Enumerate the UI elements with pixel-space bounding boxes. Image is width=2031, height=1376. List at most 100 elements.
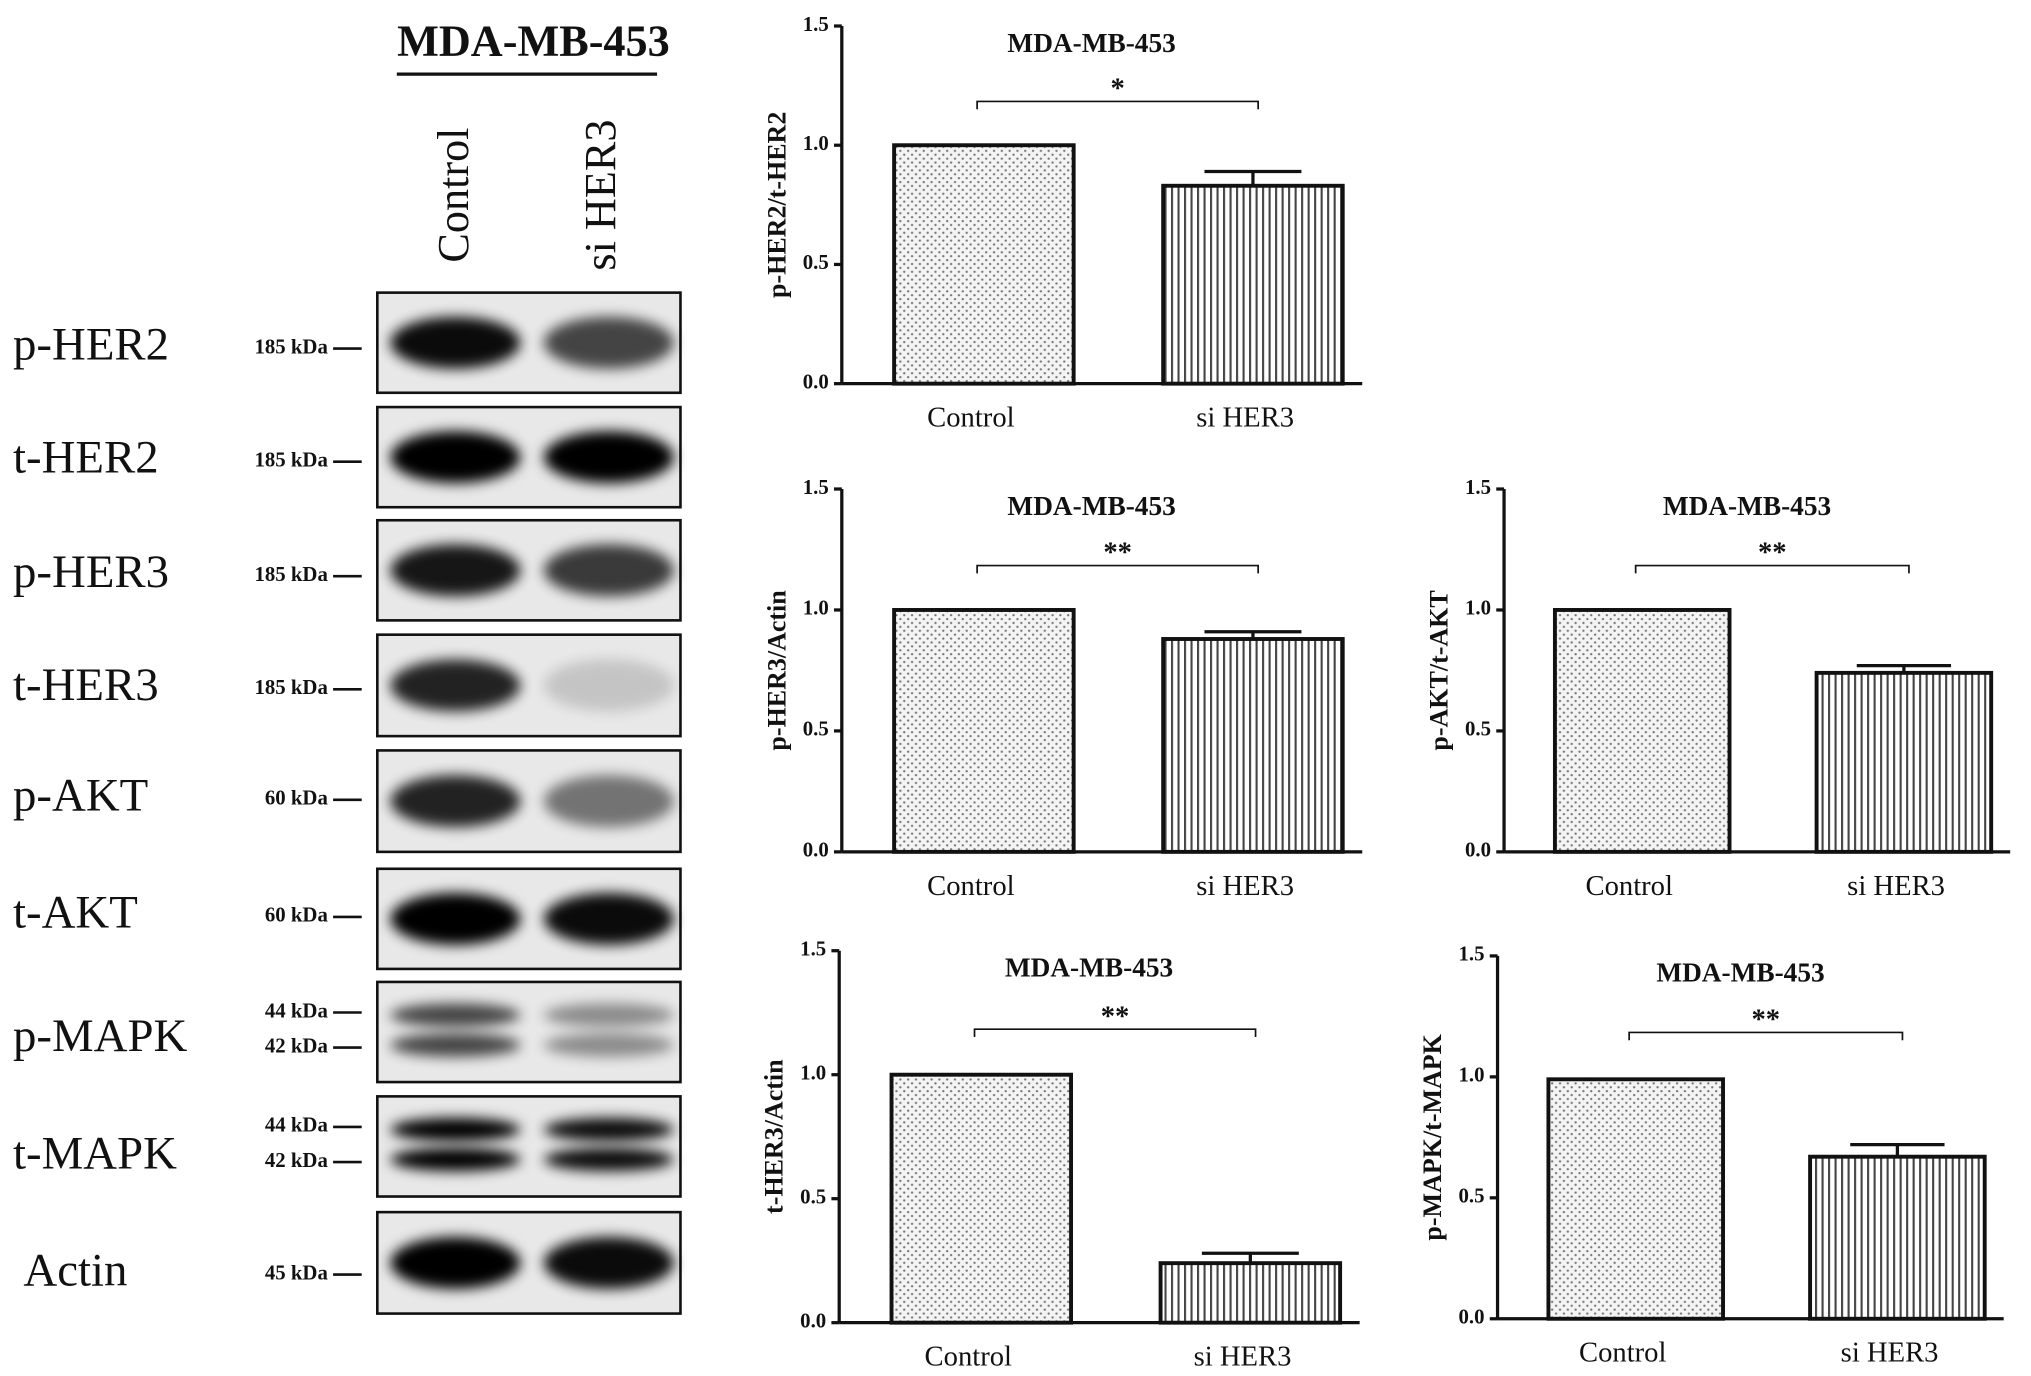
protein-label: Actin	[23, 1244, 127, 1296]
protein-label: t-MAPK	[13, 1127, 177, 1179]
protein-label: p-HER3	[13, 546, 169, 598]
significance-bracket	[1634, 564, 1910, 574]
blot-frame	[376, 1095, 682, 1198]
chart-title: MDA-MB-453	[1007, 28, 1175, 58]
x-tick-label: si HER3	[1196, 871, 1294, 902]
band	[390, 775, 521, 828]
band	[543, 431, 674, 484]
western-blot: p-HER2 185 kDa t-HER2 185 kDa p-HER3 185 kDa t…	[13, 291, 682, 1315]
kda-label: 44 kDa	[265, 998, 329, 1022]
band	[543, 775, 674, 828]
blot-frame	[376, 980, 682, 1084]
chart-title: MDA-MB-453	[1663, 491, 1831, 521]
kda-label: 185 kDa	[254, 675, 328, 699]
kda-label: 44 kDa	[265, 1113, 329, 1137]
y-tick-label: 1.0	[803, 596, 829, 620]
bar	[1552, 608, 1732, 854]
significance-bracket	[976, 100, 1259, 110]
kda-label: 60 kDa	[265, 903, 329, 927]
x-tick-label: Control	[925, 1342, 1012, 1373]
significance-label: **	[1751, 1005, 1780, 1036]
y-tick-label: 0.0	[1459, 1305, 1485, 1329]
charts: MDA-MB-453 p-HER2/t-HER2 0.0 0.5 1.0 1.5 Contr…	[760, 12, 2011, 1373]
bar	[1814, 670, 1994, 854]
y-tick-label: 0.5	[800, 1184, 826, 1208]
bar	[889, 1072, 1074, 1325]
protein-label: t-HER2	[13, 431, 159, 483]
y-tick-label: 0.5	[803, 250, 829, 274]
protein-label: p-HER2	[13, 318, 169, 370]
bar	[892, 143, 1076, 386]
y-tick-label: 1.0	[800, 1060, 826, 1084]
y-tick-label: 1.0	[1465, 596, 1491, 620]
bar	[1161, 183, 1345, 386]
significance-label: **	[1103, 538, 1132, 569]
band	[390, 316, 521, 369]
band	[543, 1117, 674, 1142]
significance-bracket	[973, 1028, 1257, 1037]
x-tick-label: si HER3	[1194, 1342, 1292, 1373]
protein-label: p-AKT	[13, 770, 148, 822]
y-tick-label: 0.5	[1459, 1184, 1485, 1208]
band	[390, 544, 521, 597]
y-tick-label: 0.5	[803, 717, 829, 741]
y-tick-label: 0.0	[803, 838, 829, 862]
blot-title: MDA-MB-453	[397, 17, 670, 66]
chart-title: MDA-MB-453	[1656, 958, 1824, 988]
band	[543, 659, 674, 712]
significance-label: **	[1758, 538, 1787, 569]
y-tick-label: 0.0	[803, 369, 829, 393]
kda-label: 185 kDa	[254, 447, 328, 471]
y-axis-label: p-HER3/Actin	[762, 590, 791, 751]
band	[543, 892, 674, 945]
bar	[1161, 637, 1345, 854]
band	[543, 1033, 674, 1057]
kda-label: 185 kDa	[254, 334, 328, 358]
band	[390, 1147, 521, 1172]
band	[390, 1033, 521, 1057]
y-axis-label: p-HER2/t-HER2	[762, 112, 791, 298]
y-tick-label: 0.0	[800, 1308, 826, 1332]
bar	[1808, 1154, 1987, 1321]
x-tick-label: Control	[927, 871, 1014, 902]
protein-label: t-HER3	[13, 659, 159, 711]
x-tick-label: si HER3	[1847, 871, 1945, 902]
bar	[1546, 1077, 1725, 1321]
band	[390, 1003, 521, 1027]
kda-label: 185 kDa	[254, 562, 328, 586]
x-tick-label: Control	[1586, 871, 1673, 902]
x-tick-label: si HER3	[1196, 403, 1294, 434]
band	[543, 1003, 674, 1027]
y-tick-label: 1.5	[803, 12, 829, 36]
significance-bracket	[976, 564, 1259, 574]
y-axis-label: t-HER3/Actin	[760, 1059, 789, 1214]
y-tick-label: 1.5	[800, 936, 826, 960]
kda-label: 42 kDa	[265, 1148, 329, 1172]
band	[390, 892, 521, 945]
band	[543, 1147, 674, 1172]
band	[543, 316, 674, 369]
y-tick-label: 0.5	[1465, 717, 1491, 741]
band	[390, 659, 521, 712]
band	[543, 544, 674, 597]
y-tick-label: 1.0	[803, 131, 829, 155]
bar	[892, 608, 1076, 854]
lane-label: Control	[429, 128, 478, 263]
y-tick-label: 1.5	[1465, 475, 1491, 499]
x-tick-label: si HER3	[1841, 1338, 1939, 1369]
y-tick-label: 1.0	[1459, 1063, 1485, 1087]
x-tick-label: Control	[927, 403, 1014, 434]
bar	[1158, 1261, 1343, 1325]
significance-label: *	[1110, 74, 1124, 105]
protein-label: p-MAPK	[13, 1010, 187, 1062]
x-tick-label: Control	[1579, 1338, 1666, 1369]
y-axis-label: p-AKT/t-AKT	[1425, 590, 1454, 750]
y-axis-label: p-MAPK/t-MAPK	[1418, 1033, 1447, 1240]
significance-label: **	[1101, 1001, 1130, 1032]
significance-bracket	[1628, 1031, 1904, 1041]
band	[390, 1236, 521, 1289]
y-tick-label: 0.0	[1465, 838, 1491, 862]
band	[390, 431, 521, 484]
band	[390, 1117, 521, 1142]
